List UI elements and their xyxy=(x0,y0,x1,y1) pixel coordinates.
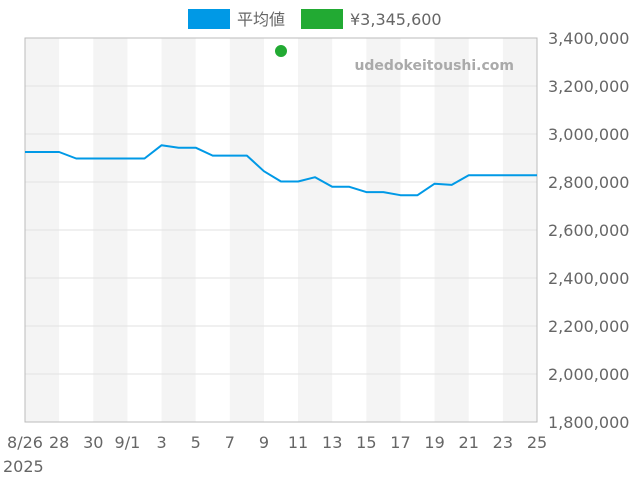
x-tick-label: 9 xyxy=(259,433,269,452)
x-tick-label: 17 xyxy=(390,433,410,452)
series-layer xyxy=(25,45,537,197)
series-line-average xyxy=(25,144,537,197)
x-tick-label: 13 xyxy=(322,433,342,452)
x-tick-label: 28 xyxy=(49,433,69,452)
y-tick-label: 3,000,000 xyxy=(548,125,629,144)
x-tick-label: 15 xyxy=(356,433,376,452)
watermark: udedokeitoushi.com xyxy=(354,58,514,74)
y-tick-label: 3,200,000 xyxy=(548,77,629,96)
price-point xyxy=(275,45,287,58)
x-tick-label: 8/26 xyxy=(7,433,43,452)
x-tick-label: 7 xyxy=(225,433,235,452)
x-year-label: 2025 xyxy=(3,457,44,476)
plot-border xyxy=(24,37,538,423)
x-axis-labels: 8/26 28 30 9/1 3 5 7 9 11 13 15 17 19 21 23 25 xyxy=(7,433,547,452)
x-tick-label: 25 xyxy=(527,433,547,452)
y-tick-label: 3,400,000 xyxy=(548,29,629,48)
x-tick-label: 5 xyxy=(191,433,201,452)
x-tick-label: 23 xyxy=(493,433,513,452)
x-tick-label: 30 xyxy=(83,433,103,452)
y-tick-label: 2,400,000 xyxy=(548,269,629,288)
y-tick-label: 1,800,000 xyxy=(548,413,629,432)
x-tick-label: 3 xyxy=(156,433,166,452)
x-tick-label: 9/1 xyxy=(115,433,141,452)
y-tick-label: 2,000,000 xyxy=(548,365,629,384)
y-tick-label: 2,200,000 xyxy=(548,317,629,336)
y-tick-label: 2,600,000 xyxy=(548,221,629,240)
legend: 平均値 ¥3,345,600 xyxy=(188,9,442,29)
x-tick-label: 11 xyxy=(288,433,308,452)
legend-label-average: 平均値 xyxy=(237,10,285,29)
y-tick-label: 2,800,000 xyxy=(548,173,629,192)
legend-swatch-price xyxy=(301,9,343,29)
x-tick-label: 19 xyxy=(424,433,444,452)
y-axis-labels: 3,400,000 3,200,000 3,000,000 2,800,000 2,60… xyxy=(548,29,629,432)
legend-swatch-average xyxy=(188,9,230,29)
x-tick-label: 21 xyxy=(459,433,479,452)
legend-label-price: ¥3,345,600 xyxy=(350,10,442,29)
